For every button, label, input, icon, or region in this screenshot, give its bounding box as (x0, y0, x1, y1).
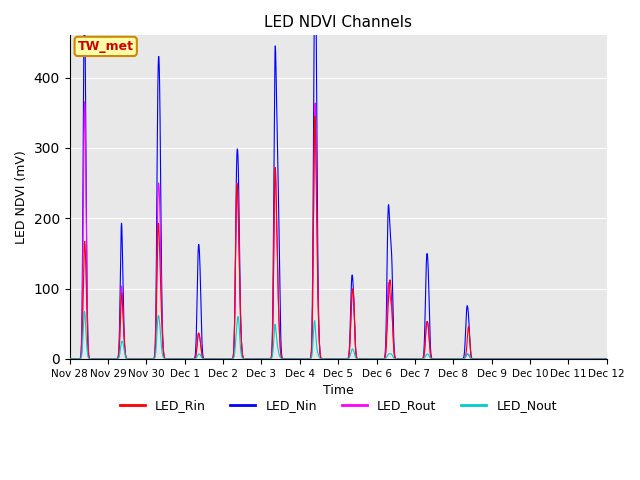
Y-axis label: LED NDVI (mV): LED NDVI (mV) (15, 150, 28, 244)
Title: LED NDVI Channels: LED NDVI Channels (264, 15, 412, 30)
Text: TW_met: TW_met (77, 40, 134, 53)
X-axis label: Time: Time (323, 384, 353, 397)
Legend: LED_Rin, LED_Nin, LED_Rout, LED_Nout: LED_Rin, LED_Nin, LED_Rout, LED_Nout (115, 395, 562, 418)
